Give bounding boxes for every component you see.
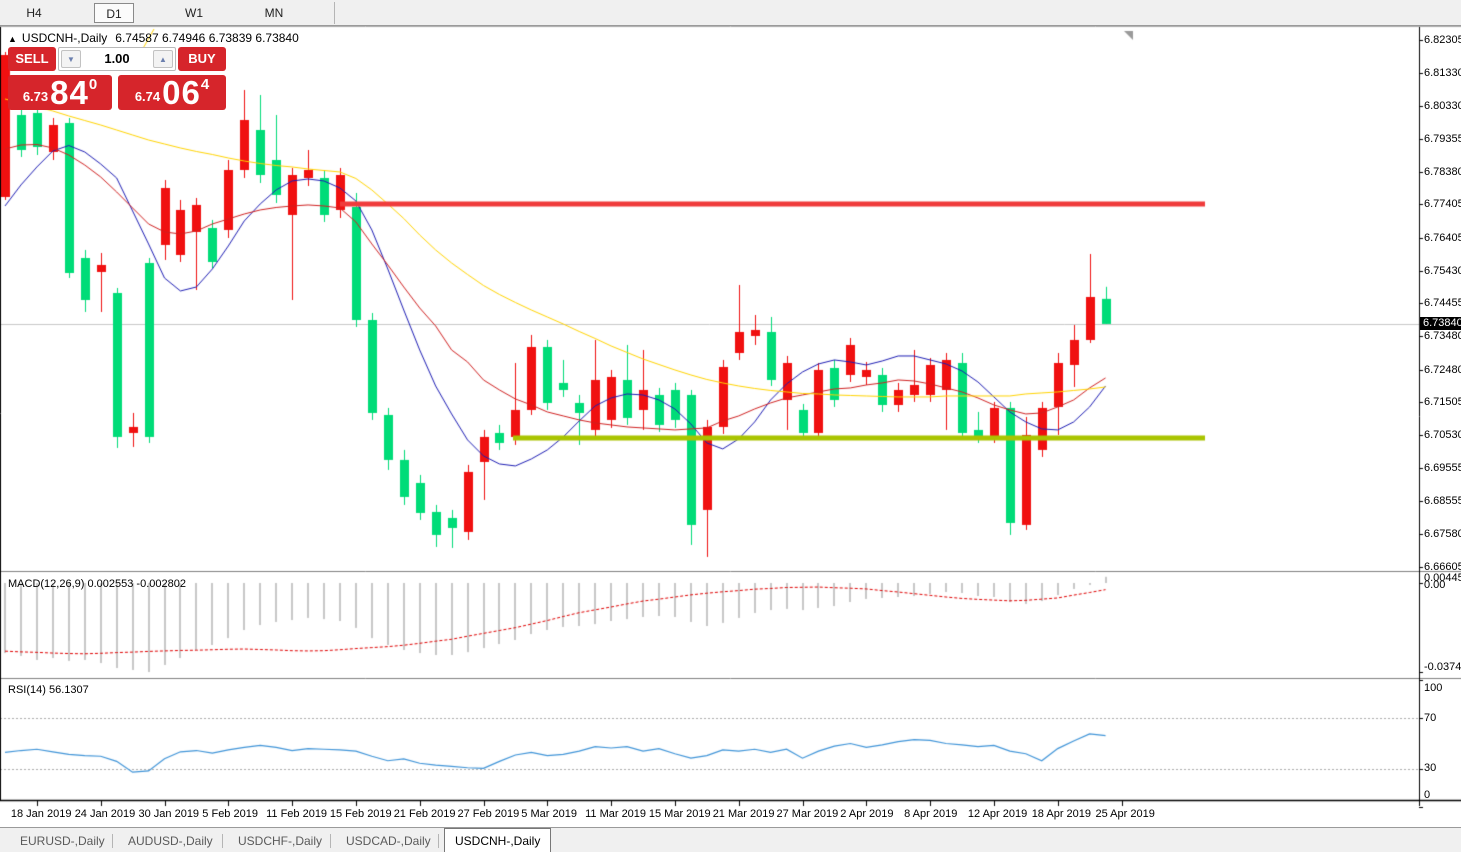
price-axis-label: 6.73480 xyxy=(1424,330,1461,342)
date-axis-label: 11 Feb 2019 xyxy=(266,808,328,820)
timeframe-h4[interactable]: H4 xyxy=(26,6,42,20)
date-axis-label: 5 Mar 2019 xyxy=(521,808,577,820)
timeframe-mn[interactable]: MN xyxy=(264,6,284,20)
timeframe-toolbar: H4 D1 W1 MN xyxy=(0,0,1461,26)
date-axis-label: 11 Mar 2019 xyxy=(585,808,647,820)
price-axis-label: 6.81330 xyxy=(1424,66,1461,79)
price-axis-label: 6.80330 xyxy=(1424,100,1461,113)
sell-price-big: 84 xyxy=(50,73,89,111)
price-axis-label: 6.82305 xyxy=(1424,33,1461,46)
price-axis-label: 6.68555 xyxy=(1424,495,1461,508)
tab-audusd[interactable]: AUDUSD-,Daily xyxy=(128,834,213,848)
symbol-marker-icon: ▲ xyxy=(8,34,17,44)
sell-price-prefix: 6.73 xyxy=(22,89,49,104)
buy-price-display[interactable]: 6.74 06 4 xyxy=(118,75,226,110)
sell-price-sup: 0 xyxy=(88,76,98,93)
tab-separator xyxy=(330,834,331,848)
toolbar-separator xyxy=(334,2,335,24)
date-axis-label: 27 Mar 2019 xyxy=(776,808,839,820)
price-axis-label: 6.76405 xyxy=(1424,231,1461,244)
tab-eurusd[interactable]: EURUSD-,Daily xyxy=(20,834,105,848)
volume-stepper: ▼ 1.00 ▲ xyxy=(58,47,176,71)
buy-price-big: 06 xyxy=(162,73,201,111)
price-axis-label: 6.74455 xyxy=(1424,297,1461,310)
price-axis-label: 6.75430 xyxy=(1424,264,1461,277)
buy-price-prefix: 6.74 xyxy=(134,89,161,104)
date-axis-label: 15 Feb 2019 xyxy=(329,808,392,820)
price-axis-label: 6.70530 xyxy=(1424,429,1461,441)
macd-axis-label: 0.004459 xyxy=(1424,572,1461,584)
date-axis-label: 25 Apr 2019 xyxy=(1095,808,1155,820)
price-axis-label: 6.77405 xyxy=(1424,198,1461,211)
tab-separator xyxy=(438,834,439,848)
date-axis-label: 24 Jan 2019 xyxy=(74,808,136,820)
tab-separator xyxy=(222,834,223,848)
rsi-axis-label: 0 xyxy=(1424,789,1431,801)
date-axis-label: 8 Apr 2019 xyxy=(904,808,958,820)
chart-ohlc-values: 6.74587 6.74946 6.73839 6.73840 xyxy=(115,31,299,45)
volume-decrease-button[interactable]: ▼ xyxy=(61,50,81,68)
timeframe-w1[interactable]: W1 xyxy=(185,6,203,20)
sell-price-display[interactable]: 6.73 84 0 xyxy=(8,75,112,110)
buy-button[interactable]: BUY xyxy=(178,47,226,71)
macd-axis-label: -0.037475 xyxy=(1424,661,1461,673)
date-axis-label: 18 Apr 2019 xyxy=(1031,808,1092,820)
price-axis-label: 6.67580 xyxy=(1424,527,1461,540)
rsi-axis-label: 30 xyxy=(1424,762,1437,774)
date-axis-label: 12 Apr 2019 xyxy=(967,808,1028,820)
price-axis-label: 6.79355 xyxy=(1424,132,1461,145)
date-axis-label: 18 Jan 2019 xyxy=(10,808,72,820)
chart-title-bar: ▲ USDCNH-,Daily 6.74587 6.74946 6.73839 6.… xyxy=(8,31,299,45)
tab-usdchf[interactable]: USDCHF-,Daily xyxy=(238,834,322,848)
date-axis-label: 21 Mar 2019 xyxy=(712,808,775,820)
sell-button[interactable]: SELL xyxy=(8,47,56,71)
timeframe-d1[interactable]: D1 xyxy=(94,3,134,23)
date-axis-label: 27 Feb 2019 xyxy=(457,808,520,820)
price-axis-label: 6.72480 xyxy=(1424,363,1461,376)
date-axis-label: 2 Apr 2019 xyxy=(840,808,894,820)
one-click-trade-widget: SELL ▼ 1.00 ▲ BUY 6.73 84 0 6.74 06 4 xyxy=(8,47,226,110)
price-axis-label: 6.66605 xyxy=(1424,560,1461,573)
chart-symbol-title: USDCNH-,Daily xyxy=(21,31,108,45)
volume-value[interactable]: 1.00 xyxy=(104,51,130,66)
date-axis-label: 5 Feb 2019 xyxy=(202,808,258,820)
volume-increase-button[interactable]: ▲ xyxy=(153,50,173,68)
macd-axis-label: 0.00 xyxy=(1424,579,1446,591)
tab-separator xyxy=(112,834,113,848)
rsi-axis-label: 70 xyxy=(1424,712,1437,724)
current-price-tag: 6.73840 xyxy=(1420,317,1461,330)
price-axis-label: 6.69555 xyxy=(1424,461,1461,474)
buy-price-sup: 4 xyxy=(200,76,210,93)
tab-usdcad[interactable]: USDCAD-,Daily xyxy=(346,834,431,848)
rsi-label: RSI(14) 56.1307 xyxy=(8,684,89,696)
price-axis-label: 6.71505 xyxy=(1424,396,1461,409)
macd-label: MACD(12,26,9) 0.002553 -0.002802 xyxy=(8,578,186,590)
date-axis-label: 15 Mar 2019 xyxy=(648,808,711,820)
date-axis-label: 21 Feb 2019 xyxy=(393,808,456,820)
symbol-tab-bar: EURUSD-,Daily AUDUSD-,Daily USDCHF-,Dail… xyxy=(0,827,1461,852)
date-axis-label: 30 Jan 2019 xyxy=(138,808,200,820)
tab-usdcnh[interactable]: USDCNH-,Daily xyxy=(444,828,552,852)
price-axis-label: 6.78380 xyxy=(1424,165,1461,178)
rsi-axis-label: 100 xyxy=(1424,682,1443,694)
